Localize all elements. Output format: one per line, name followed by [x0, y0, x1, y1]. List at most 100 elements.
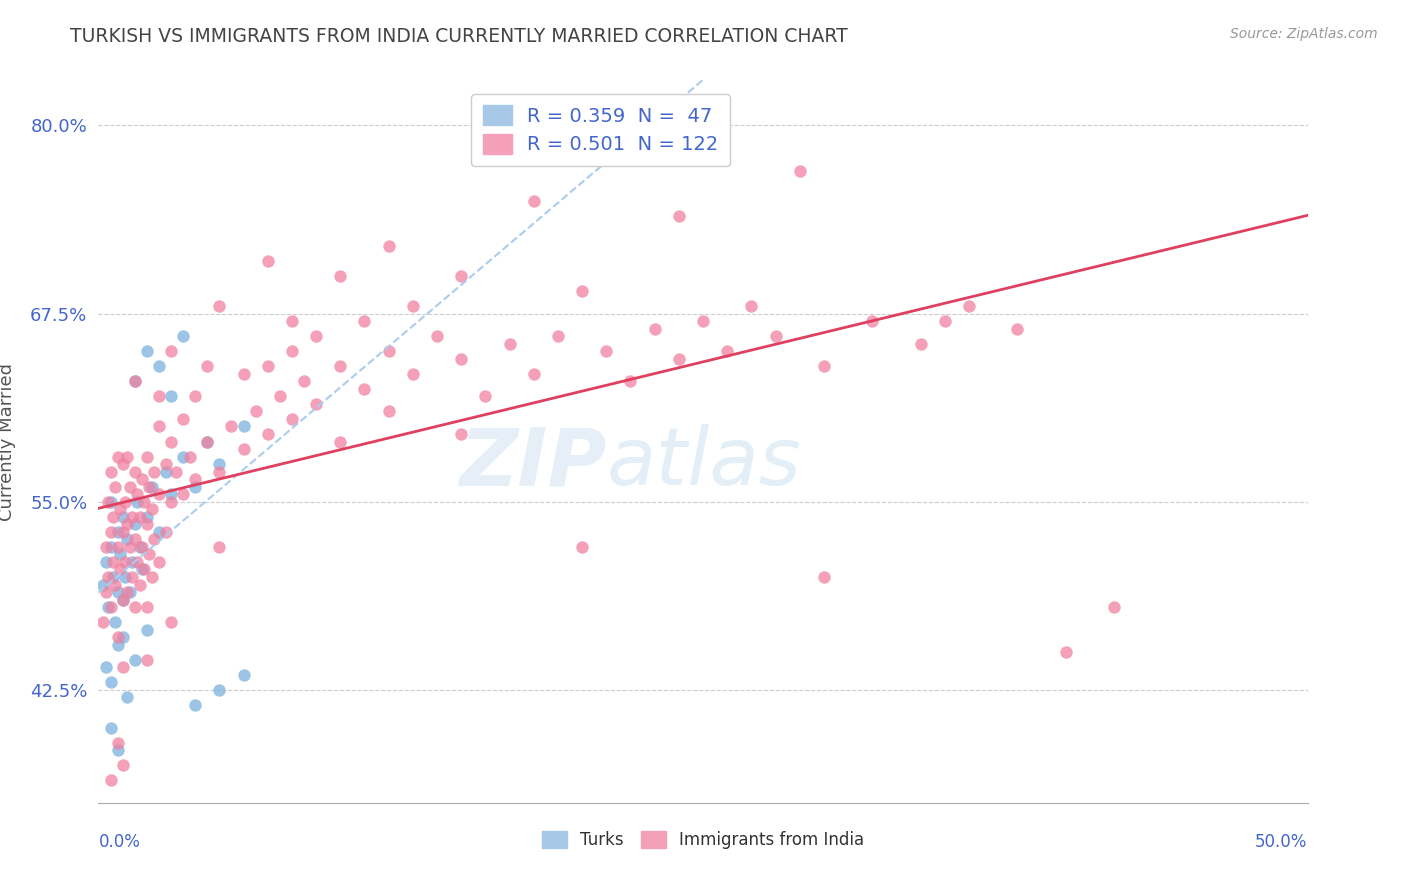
Point [957, 299, 980, 313]
Text: 50.0%: 50.0% [1256, 833, 1308, 851]
Point [172, 412, 194, 426]
Point [208, 299, 231, 313]
Point [135, 653, 157, 667]
Point [813, 359, 835, 374]
Point [402, 367, 425, 381]
Point [108, 562, 131, 576]
Point [184, 698, 207, 712]
Point [107, 450, 129, 464]
Point [160, 434, 183, 449]
Text: Source: ZipAtlas.com: Source: ZipAtlas.com [1230, 27, 1378, 41]
Point [128, 540, 150, 554]
Point [104, 615, 127, 630]
Point [595, 344, 617, 359]
Point [910, 336, 932, 351]
Text: atlas: atlas [606, 425, 801, 502]
Point [114, 494, 136, 508]
Point [107, 585, 129, 599]
Text: TURKISH VS IMMIGRANTS FROM INDIA CURRENTLY MARRIED CORRELATION CHART: TURKISH VS IMMIGRANTS FROM INDIA CURRENT… [70, 27, 848, 45]
Point [135, 517, 157, 532]
Point [256, 359, 278, 374]
Point [117, 533, 139, 547]
Point [118, 480, 141, 494]
Point [114, 555, 136, 569]
Point [426, 329, 449, 343]
Point [111, 630, 134, 644]
Point [114, 570, 136, 584]
Point [547, 329, 569, 343]
Point [124, 533, 146, 547]
Point [232, 442, 254, 456]
Point [135, 600, 157, 615]
Point [208, 540, 231, 554]
Point [305, 329, 328, 343]
Point [668, 209, 690, 223]
Point [155, 524, 177, 539]
Point [127, 494, 149, 508]
Point [813, 570, 835, 584]
Point [165, 465, 187, 479]
Point [94, 660, 117, 674]
Point [765, 329, 787, 343]
Point [1007, 321, 1029, 335]
Point [221, 419, 243, 434]
Point [1054, 645, 1077, 659]
Point [131, 540, 153, 554]
Point [329, 359, 352, 374]
Point [148, 524, 170, 539]
Point [138, 480, 160, 494]
Point [141, 502, 163, 516]
Point [124, 465, 146, 479]
Point [619, 375, 641, 389]
Point [101, 555, 124, 569]
Point [111, 509, 134, 524]
Point [100, 600, 122, 615]
Point [128, 577, 150, 591]
Point [100, 675, 122, 690]
Point [135, 623, 157, 637]
Point [450, 351, 472, 366]
Point [179, 450, 201, 464]
Point [118, 585, 141, 599]
Point [256, 253, 278, 268]
Point [377, 239, 399, 253]
Point [108, 502, 131, 516]
Point [208, 465, 231, 479]
Point [143, 465, 166, 479]
Point [104, 577, 127, 591]
Point [172, 450, 194, 464]
Point [124, 653, 146, 667]
Point [91, 615, 114, 630]
Point [97, 600, 120, 615]
Point [124, 375, 146, 389]
Point [692, 314, 714, 328]
Point [860, 314, 883, 328]
Point [232, 419, 254, 434]
Point [97, 494, 120, 508]
Point [789, 163, 811, 178]
Point [172, 487, 194, 501]
Point [148, 419, 170, 434]
Point [208, 457, 231, 471]
Point [377, 344, 399, 359]
Point [292, 375, 315, 389]
Point [134, 562, 156, 576]
Point [128, 509, 150, 524]
Point [160, 389, 183, 403]
Point [111, 592, 134, 607]
Point [101, 570, 124, 584]
Point [100, 465, 122, 479]
Point [148, 359, 170, 374]
Point [107, 524, 129, 539]
Point [124, 517, 146, 532]
Point [160, 615, 183, 630]
Point [195, 359, 218, 374]
Point [160, 344, 183, 359]
Point [740, 299, 762, 313]
Point [91, 577, 114, 591]
Point [111, 457, 134, 471]
Point [523, 367, 546, 381]
Point [498, 336, 520, 351]
Point [117, 690, 139, 705]
Point [104, 480, 127, 494]
